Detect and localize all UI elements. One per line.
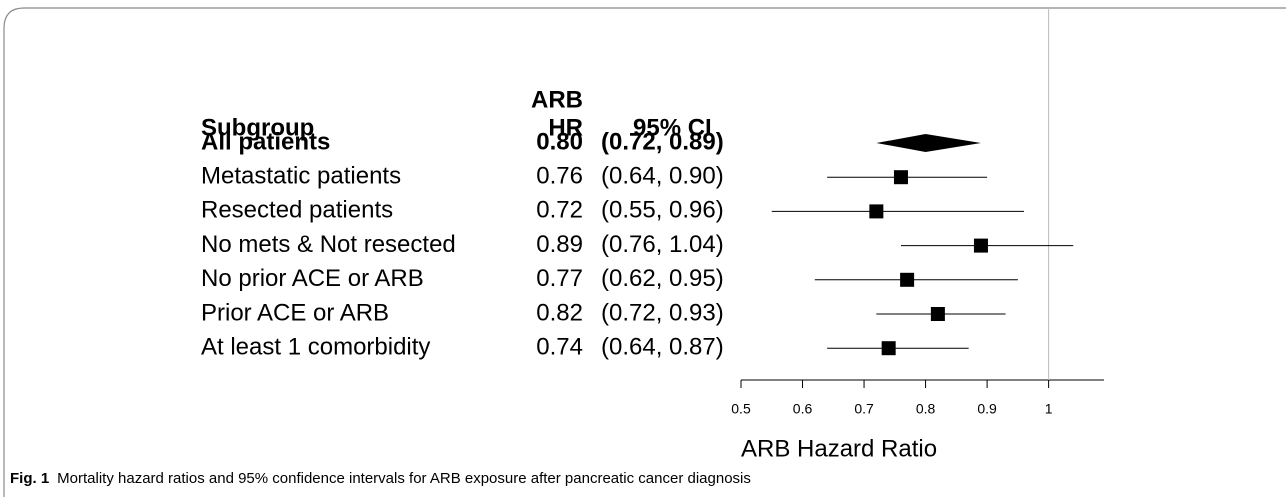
point-estimate bbox=[893, 170, 908, 185]
hr-header: HR bbox=[548, 114, 583, 141]
hr-label: 0.89 bbox=[536, 231, 583, 258]
ci-label: (0.64, 0.90) bbox=[601, 163, 724, 190]
subgroup-label: All patients bbox=[201, 128, 330, 155]
caption-text: Mortality hazard ratios and 95% confiden… bbox=[57, 470, 751, 487]
ci-label: (0.62, 0.95) bbox=[601, 265, 724, 292]
subgroup-label: Resected patients bbox=[201, 197, 393, 224]
ci-label: (0.72, 0.89) bbox=[601, 128, 724, 155]
point-estimate bbox=[973, 238, 988, 253]
ci-label: (0.55, 0.96) bbox=[601, 197, 724, 224]
subgroup-label: At least 1 comorbidity bbox=[201, 334, 430, 361]
x-tick-label: 0.6 bbox=[793, 401, 813, 417]
x-axis-title: ARB Hazard Ratio bbox=[741, 435, 937, 462]
ci-label: (0.72, 0.93) bbox=[601, 299, 724, 326]
ci-label: (0.76, 1.04) bbox=[601, 231, 724, 258]
point-estimate bbox=[869, 204, 884, 219]
hr-label: 0.76 bbox=[536, 163, 583, 190]
hr-label: 0.72 bbox=[536, 197, 583, 224]
hr-header-top: ARB bbox=[531, 86, 583, 113]
hr-label: 0.80 bbox=[536, 128, 583, 155]
hr-label: 0.77 bbox=[536, 265, 583, 292]
ci-header: 95% CI bbox=[633, 114, 712, 141]
subgroup-label: No prior ACE or ARB bbox=[201, 265, 424, 292]
summary-diamond bbox=[876, 134, 981, 152]
subgroup-label: Prior ACE or ARB bbox=[201, 299, 389, 326]
point-estimate bbox=[881, 341, 896, 356]
point-estimate bbox=[930, 307, 945, 321]
subgroup-label: No mets & Not resected bbox=[201, 231, 456, 258]
subgroup-label: Metastatic patients bbox=[201, 163, 401, 190]
subgroup-header: Subgroup bbox=[201, 114, 314, 141]
caption: Fig. 1 Mortality hazard ratios and 95% co… bbox=[10, 470, 751, 487]
frame bbox=[3, 7, 1286, 497]
ci-label: (0.64, 0.87) bbox=[601, 334, 724, 361]
hr-label: 0.74 bbox=[536, 334, 583, 361]
x-tick-label: 0.8 bbox=[916, 401, 936, 417]
point-estimate bbox=[900, 272, 915, 287]
x-tick-label: 0.9 bbox=[977, 401, 997, 417]
hr-label: 0.82 bbox=[536, 299, 583, 326]
x-tick-label: 0.7 bbox=[854, 401, 874, 417]
x-tick-label: 0.5 bbox=[731, 401, 751, 417]
x-tick-label: 1 bbox=[1045, 401, 1053, 417]
caption-label: Fig. 1 bbox=[10, 470, 49, 487]
